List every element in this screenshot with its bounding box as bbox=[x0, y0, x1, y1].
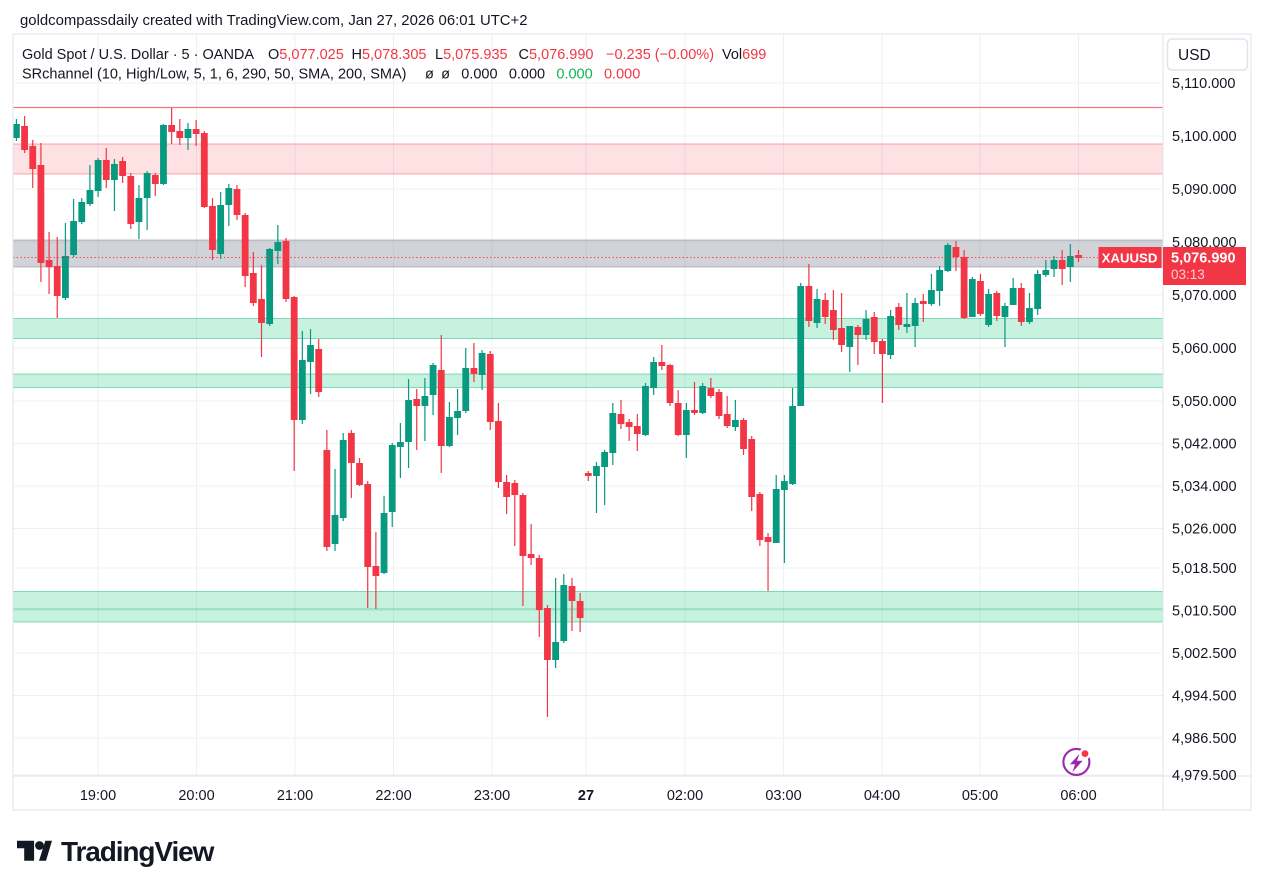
svg-text:TradingView: TradingView bbox=[61, 836, 215, 867]
svg-text:05:00: 05:00 bbox=[962, 788, 998, 804]
svg-text:4,994.500: 4,994.500 bbox=[1172, 689, 1237, 705]
svg-text:5,100.000: 5,100.000 bbox=[1172, 129, 1237, 145]
svg-text:22:00: 22:00 bbox=[375, 788, 411, 804]
svg-text:21:00: 21:00 bbox=[277, 788, 313, 804]
svg-text:23:00: 23:00 bbox=[474, 788, 510, 804]
svg-text:03:13: 03:13 bbox=[1171, 267, 1205, 282]
svg-text:5,070.000: 5,070.000 bbox=[1172, 288, 1237, 304]
svg-text:5,026.000: 5,026.000 bbox=[1172, 522, 1237, 538]
svg-text:06:00: 06:00 bbox=[1060, 788, 1096, 804]
svg-text:O5,077.025: O5,077.025 bbox=[268, 47, 344, 63]
svg-text:5,060.000: 5,060.000 bbox=[1172, 341, 1237, 357]
svg-text:5,110.000: 5,110.000 bbox=[1172, 76, 1235, 92]
svg-text:5,076.990: 5,076.990 bbox=[1171, 251, 1236, 267]
svg-text:03:00: 03:00 bbox=[765, 788, 801, 804]
svg-text:H5,078.305: H5,078.305 bbox=[352, 47, 427, 63]
svg-text:ø ø 0.000 0.000 0.000 0.00: ø ø 0.000 0.000 0.000 0.000 bbox=[425, 67, 640, 83]
svg-text:Vol699: Vol699 bbox=[722, 47, 766, 63]
svg-text:27: 27 bbox=[578, 788, 594, 804]
svg-text:USD: USD bbox=[1178, 47, 1211, 64]
svg-text:5,050.000: 5,050.000 bbox=[1172, 394, 1237, 410]
svg-text:C5,076.990: C5,076.990 bbox=[519, 47, 594, 63]
svg-text:4,979.500: 4,979.500 bbox=[1172, 768, 1237, 784]
svg-text:−0.235 (−0.00%): −0.235 (−0.00%) bbox=[606, 47, 714, 63]
svg-text:L5,075.935: L5,075.935 bbox=[435, 47, 508, 63]
svg-text:5,042.000: 5,042.000 bbox=[1172, 437, 1237, 453]
svg-text:SRchannel (10, High/Low, 5, 1,: SRchannel (10, High/Low, 5, 1, 6, 290, 5… bbox=[22, 67, 406, 83]
svg-text:02:00: 02:00 bbox=[667, 788, 703, 804]
svg-text:5,018.500: 5,018.500 bbox=[1172, 561, 1237, 577]
svg-text:19:00: 19:00 bbox=[80, 788, 116, 804]
svg-text:XAUUSD: XAUUSD bbox=[1102, 251, 1158, 266]
svg-text:5,090.000: 5,090.000 bbox=[1172, 182, 1237, 198]
svg-text:5,034.000: 5,034.000 bbox=[1172, 479, 1237, 495]
svg-text:4,986.500: 4,986.500 bbox=[1172, 731, 1237, 747]
svg-text:Gold Spot / U.S. Dollar · 5 ·: Gold Spot / U.S. Dollar · 5 · OANDA bbox=[22, 47, 254, 63]
svg-text:5,010.500: 5,010.500 bbox=[1172, 604, 1237, 620]
svg-text:20:00: 20:00 bbox=[178, 788, 214, 804]
svg-text:goldcompassdaily created with: goldcompassdaily created with TradingVie… bbox=[20, 13, 528, 29]
svg-text:5,002.500: 5,002.500 bbox=[1172, 646, 1237, 662]
svg-text:04:00: 04:00 bbox=[864, 788, 900, 804]
